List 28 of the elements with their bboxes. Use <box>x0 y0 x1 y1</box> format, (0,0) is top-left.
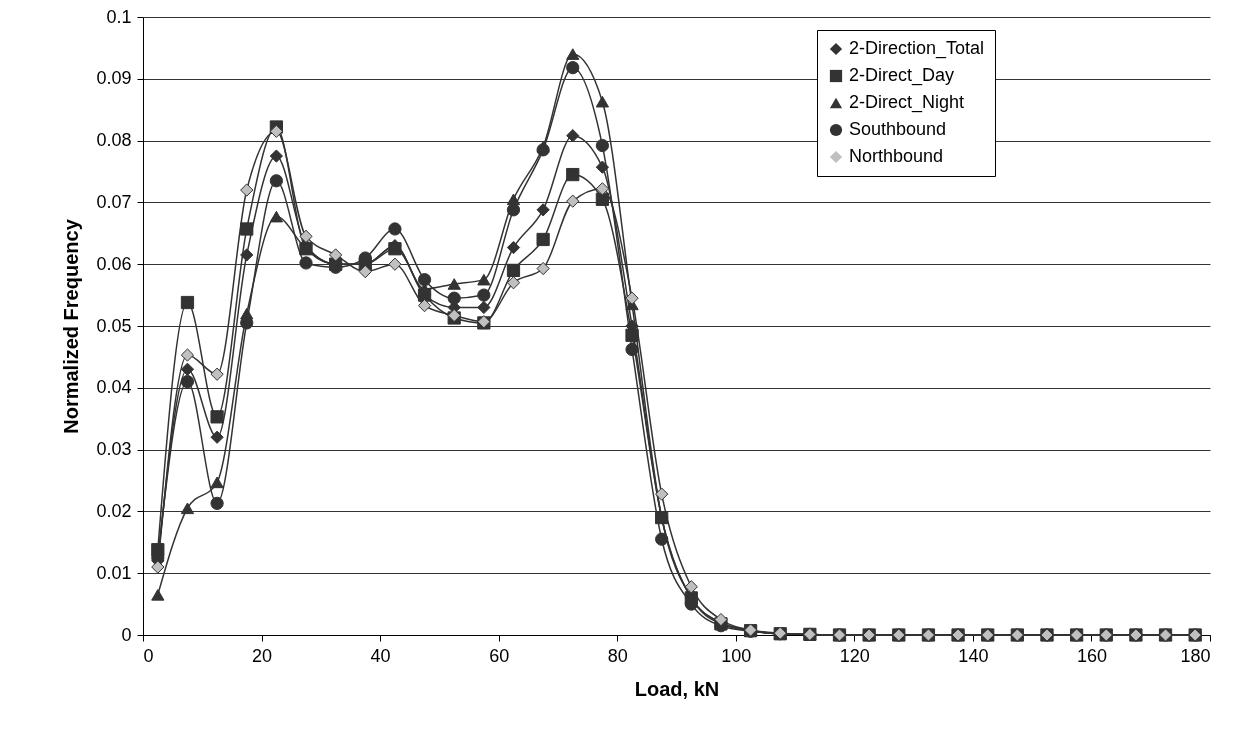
x-tick-label: 80 <box>607 645 628 666</box>
x-tick-label: 40 <box>370 645 391 666</box>
x-tick-label: 100 <box>721 645 752 666</box>
y-tick-label: 0.05 <box>96 315 132 336</box>
legend-label: 2-Direction_Total <box>849 38 985 59</box>
legend-label: Northbound <box>849 146 944 166</box>
y-axis-title: Normalized Frequency <box>60 218 83 434</box>
y-tick-label: 0.01 <box>96 562 132 583</box>
x-tick-label: 140 <box>958 645 989 666</box>
x-tick-label: 160 <box>1076 645 1107 666</box>
y-tick-label: 0 <box>121 624 132 645</box>
y-tick-label: 0.02 <box>96 500 132 521</box>
x-tick-label: 180 <box>1180 645 1211 666</box>
y-tick-label: 0.03 <box>96 439 132 460</box>
y-tick-label: 0.07 <box>96 191 132 212</box>
x-tick-label: 0 <box>143 645 154 666</box>
y-tick-label: 0.06 <box>96 253 132 274</box>
y-tick-label: 0.1 <box>106 6 132 27</box>
x-tick-label: 120 <box>839 645 870 666</box>
x-axis-title: Load, kN <box>634 677 720 700</box>
y-tick-label: 0.09 <box>96 68 132 89</box>
legend-label: Southbound <box>849 119 947 139</box>
x-tick-label: 60 <box>489 645 510 666</box>
legend-label: 2-Direct_Night <box>849 92 965 113</box>
x-tick-label: 20 <box>252 645 273 666</box>
legend-label: 2-Direct_Day <box>849 65 955 86</box>
y-tick-label: 0.04 <box>96 377 132 398</box>
y-tick-label: 0.08 <box>96 130 132 151</box>
